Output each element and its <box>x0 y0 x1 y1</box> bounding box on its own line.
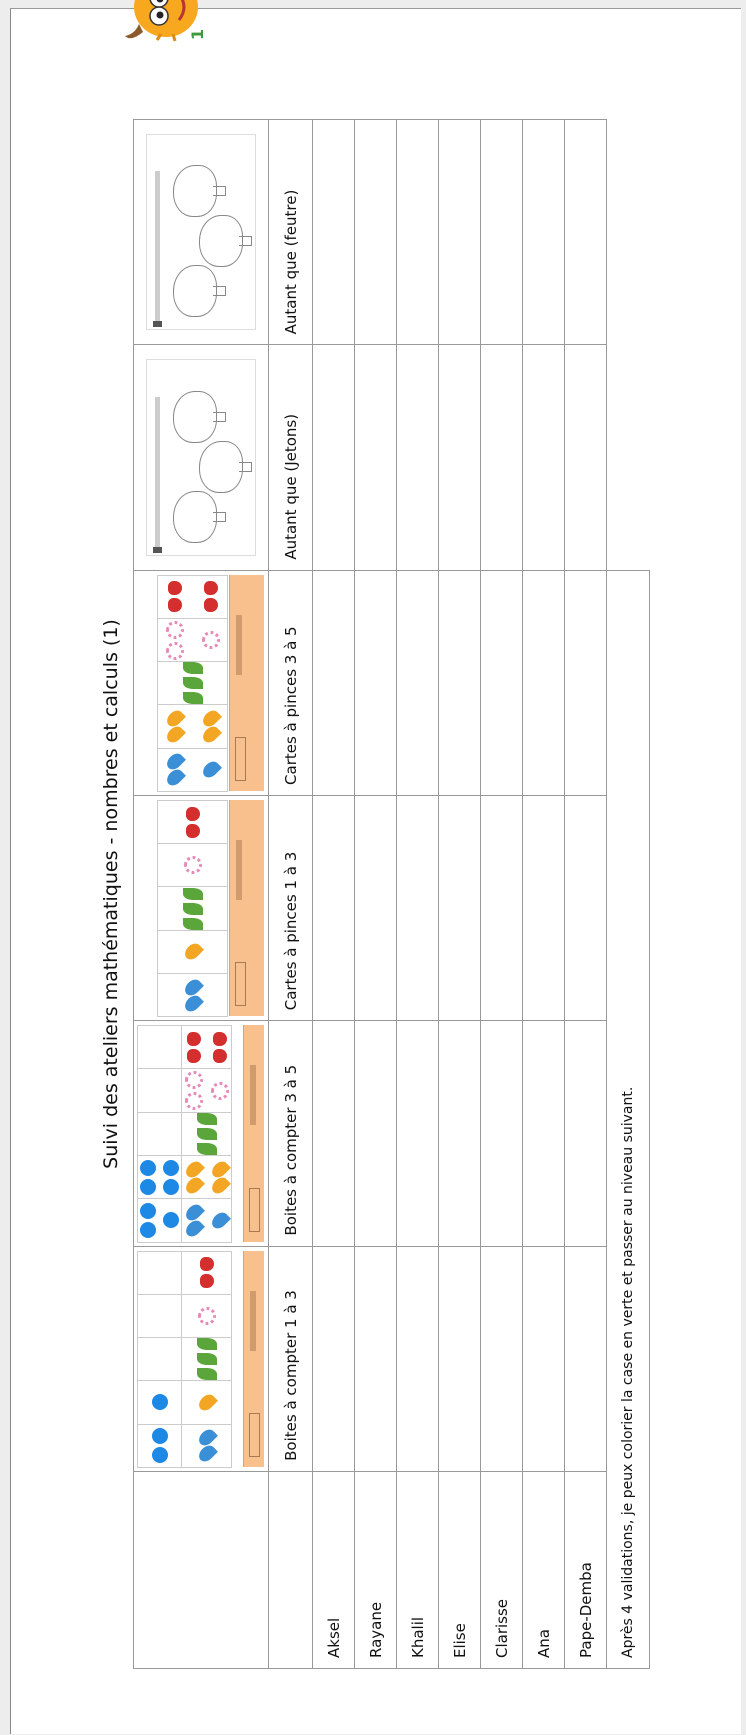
column-header-row: Boites à compter 1 à 3 Boites à compter … <box>268 119 313 1669</box>
validation-cell[interactable] <box>354 570 397 796</box>
thumbnail-corner <box>133 1471 269 1669</box>
validation-cell[interactable] <box>396 570 439 796</box>
thumbnail-counting-box-3-5 <box>133 1020 269 1247</box>
table-row: Pape-Demba <box>564 119 607 1669</box>
validation-cell[interactable] <box>438 1020 481 1247</box>
validation-cell[interactable] <box>438 795 481 1021</box>
svg-text:1: 1 <box>188 29 207 40</box>
validation-cell[interactable] <box>564 570 607 796</box>
student-name: Elise <box>438 1471 481 1669</box>
footer-note: Après 4 validations, je peux colorier la… <box>606 570 650 1669</box>
validation-cell[interactable] <box>564 119 607 345</box>
validation-cell[interactable] <box>438 344 481 571</box>
validation-cell[interactable] <box>522 570 565 796</box>
validation-cell[interactable] <box>564 1020 607 1247</box>
validation-cell[interactable] <box>396 119 439 345</box>
table-row: Clarisse <box>480 119 523 1669</box>
validation-cell[interactable] <box>564 1246 607 1472</box>
table-row: Ana <box>522 119 565 1669</box>
student-name: Pape-Demba <box>564 1471 607 1669</box>
validation-cell[interactable] <box>564 795 607 1021</box>
table-row: Khalil <box>396 119 439 1669</box>
validation-cell[interactable] <box>480 119 523 345</box>
student-name: Khalil <box>396 1471 439 1669</box>
validation-cell[interactable] <box>312 344 355 571</box>
validation-cell[interactable] <box>396 344 439 571</box>
tracking-table: Boites à compter 1 à 3 Boites à compter … <box>133 119 650 1669</box>
validation-cell[interactable] <box>522 795 565 1021</box>
student-name: Aksel <box>312 1471 355 1669</box>
validation-cell[interactable] <box>396 795 439 1021</box>
validation-cell[interactable] <box>354 119 397 345</box>
thumbnail-clip-card-1-3 <box>133 795 269 1021</box>
header-corner <box>268 1471 313 1669</box>
validation-cell[interactable] <box>480 1246 523 1472</box>
validation-cell[interactable] <box>480 795 523 1021</box>
column-header: Boites à compter 1 à 3 <box>268 1246 313 1472</box>
validation-cell[interactable] <box>522 344 565 571</box>
validation-cell[interactable] <box>522 1246 565 1472</box>
thumbnail-clip-card-3-5 <box>133 570 269 796</box>
column-header: Cartes à pinces 1 à 3 <box>268 795 313 1021</box>
validation-cell[interactable] <box>354 795 397 1021</box>
validation-cell[interactable] <box>354 344 397 571</box>
validation-cell[interactable] <box>312 1246 355 1472</box>
column-header: Cartes à pinces 3 à 5 <box>268 570 313 796</box>
validation-cell[interactable] <box>396 1246 439 1472</box>
validation-cell[interactable] <box>438 119 481 345</box>
validation-cell[interactable] <box>480 344 523 571</box>
validation-cell[interactable] <box>312 1020 355 1247</box>
thumbnail-counting-box-1-3 <box>133 1246 269 1472</box>
validation-cell[interactable] <box>312 570 355 796</box>
validation-cell[interactable] <box>564 344 607 571</box>
thumbnail-tree-worksheet-jetons <box>133 344 269 571</box>
validation-cell[interactable] <box>522 1020 565 1247</box>
validation-cell[interactable] <box>438 1246 481 1472</box>
monster-mascot-icon: 6 1 <box>125 0 207 42</box>
validation-cell[interactable] <box>480 1020 523 1247</box>
thumbnail-tree-worksheet-feutre <box>133 119 269 345</box>
page: Suivi des ateliers mathématiques - nombr… <box>10 0 741 1734</box>
column-header: Autant que (feutre) <box>268 119 313 345</box>
page-title: Suivi des ateliers mathématiques - nombr… <box>100 619 122 1169</box>
thumbnail-row <box>133 119 269 1669</box>
column-header: Boites à compter 3 à 5 <box>268 1020 313 1247</box>
footer-blank <box>607 120 650 571</box>
tracking-sheet: Suivi des ateliers mathématiques - nombr… <box>91 0 746 1669</box>
table-row: Aksel <box>312 119 355 1669</box>
validation-cell[interactable] <box>312 795 355 1021</box>
validation-cell[interactable] <box>480 570 523 796</box>
footer-row: Après 4 validations, je peux colorier la… <box>606 120 650 1669</box>
table-row: Rayane <box>354 119 397 1669</box>
validation-cell[interactable] <box>438 570 481 796</box>
validation-cell[interactable] <box>354 1246 397 1472</box>
validation-cell[interactable] <box>354 1020 397 1247</box>
student-name: Ana <box>522 1471 565 1669</box>
student-name: Rayane <box>354 1471 397 1669</box>
table-row: Elise <box>438 119 481 1669</box>
validation-cell[interactable] <box>522 119 565 345</box>
validation-cell[interactable] <box>396 1020 439 1247</box>
column-header: Autant que (Jetons) <box>268 344 313 571</box>
student-name: Clarisse <box>480 1471 523 1669</box>
validation-cell[interactable] <box>312 119 355 345</box>
